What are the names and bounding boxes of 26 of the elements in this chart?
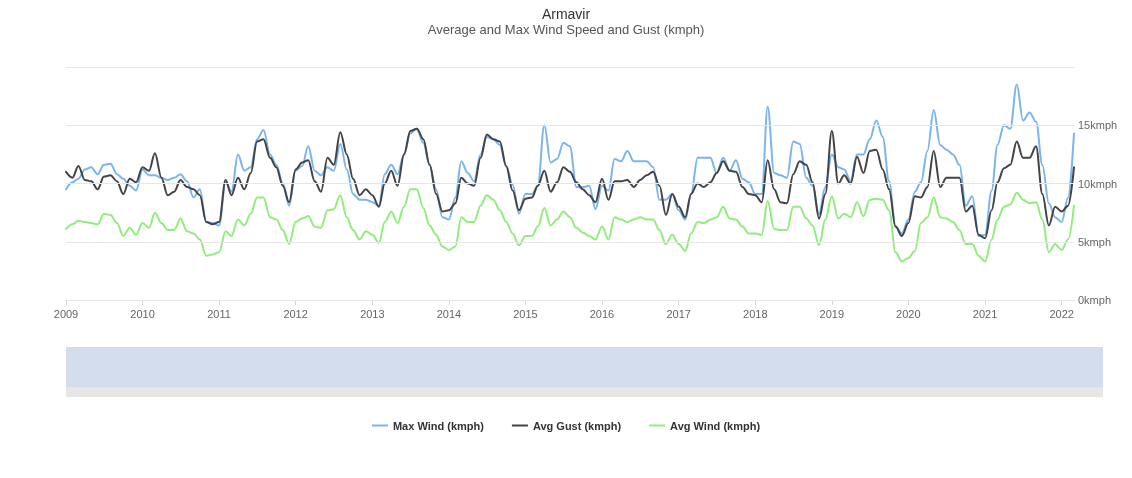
y-tick-label: 5kmph bbox=[1078, 235, 1112, 248]
x-tick-label: 2016 bbox=[589, 307, 615, 320]
chart-subtitle: Average and Max Wind Speed and Gust (kmph) bbox=[427, 22, 705, 37]
y-tick-label: 0kmph bbox=[1078, 294, 1112, 306]
x-tick-label: 2010 bbox=[130, 307, 155, 320]
y-tick-label: 15kmph bbox=[1078, 119, 1118, 132]
x-tick-label: 2015 bbox=[513, 307, 538, 320]
legend-label: Avg Gust (kmph) bbox=[532, 419, 622, 432]
legend-label: Avg Wind (kmph) bbox=[670, 419, 761, 432]
x-tick-label: 2014 bbox=[436, 307, 462, 320]
x-tick-label: 2021 bbox=[972, 307, 998, 320]
x-tick-label: 2019 bbox=[819, 307, 845, 320]
line-series bbox=[65, 127, 1075, 240]
x-tick-label: 2009 bbox=[53, 307, 79, 320]
x-tick-label: 2011 bbox=[207, 307, 231, 320]
x-tick-label: 2012 bbox=[283, 307, 308, 320]
x-tick-label: 2017 bbox=[666, 307, 691, 320]
chart-title: Armavir bbox=[541, 6, 591, 22]
legend-label: Max Wind (kmph) bbox=[392, 419, 485, 432]
x-tick-label: 2018 bbox=[743, 307, 768, 320]
line-series bbox=[65, 83, 1075, 237]
x-tick-label: 2022 bbox=[1049, 307, 1074, 320]
line-series bbox=[65, 188, 1075, 263]
x-tick-label: 2013 bbox=[360, 307, 385, 320]
y-tick-label: 10kmph bbox=[1078, 177, 1118, 190]
x-tick-label: 2020 bbox=[896, 307, 921, 320]
